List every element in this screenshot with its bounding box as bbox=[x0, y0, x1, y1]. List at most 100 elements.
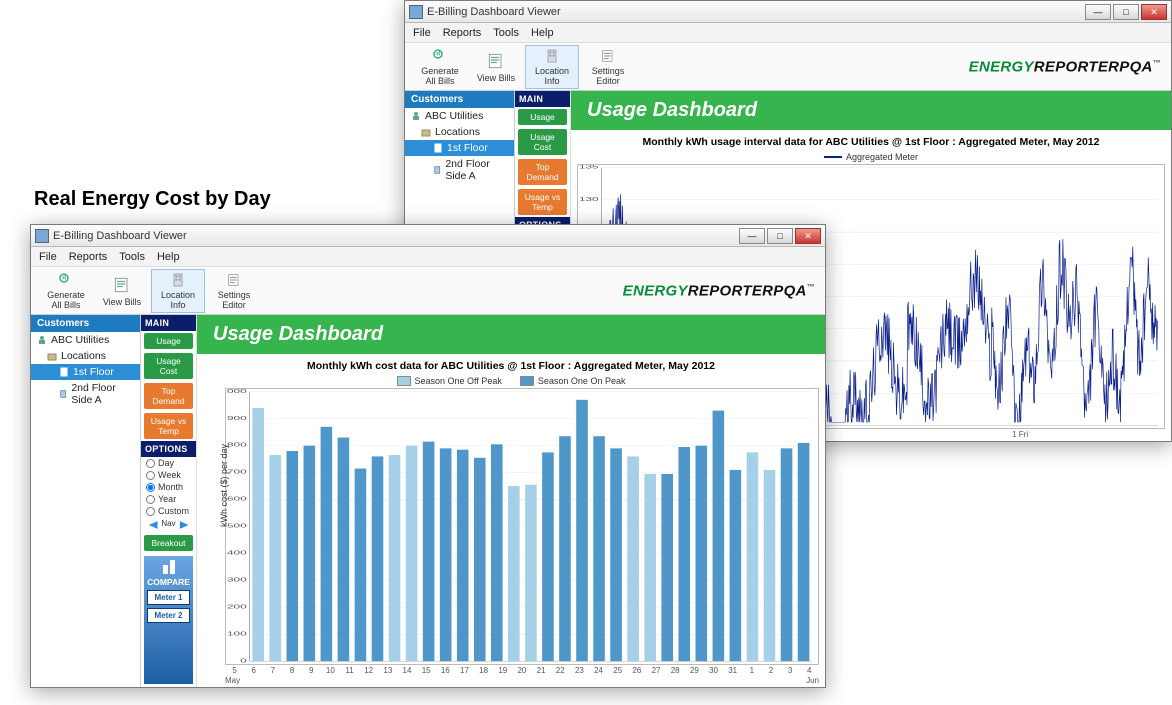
svg-text:300: 300 bbox=[227, 577, 247, 583]
radio-week[interactable]: Week bbox=[141, 469, 196, 481]
pill-top-demand[interactable]: Top Demand bbox=[144, 383, 193, 409]
tool-generate-bills[interactable]: Generate All Bills bbox=[413, 45, 467, 89]
svg-text:900: 900 bbox=[227, 415, 247, 421]
svg-text:200: 200 bbox=[227, 604, 247, 610]
options-panel: MAIN Usage Usage Cost Top Demand Usage v… bbox=[141, 315, 197, 687]
svg-text:0: 0 bbox=[240, 658, 247, 664]
tree-locations[interactable]: Locations bbox=[31, 348, 140, 364]
legend-off-peak: Season One Off Peak bbox=[397, 376, 502, 386]
maximize-button[interactable]: □ bbox=[767, 228, 793, 244]
radio-custom[interactable]: Custom bbox=[141, 505, 196, 517]
pill-top-demand[interactable]: Top Demand bbox=[518, 159, 567, 185]
sidebar-header: Customers bbox=[31, 315, 140, 332]
tree-loc-2nd-floor[interactable]: 2nd Floor Side A bbox=[31, 380, 140, 408]
tree-loc-1st-floor[interactable]: 1st Floor bbox=[31, 364, 140, 380]
minimize-button[interactable]: — bbox=[1085, 4, 1111, 20]
menu-tools[interactable]: Tools bbox=[119, 251, 145, 263]
maximize-button[interactable]: □ bbox=[1113, 4, 1139, 20]
close-button[interactable]: ✕ bbox=[1141, 4, 1167, 20]
pill-breakout[interactable]: Breakout bbox=[144, 535, 193, 551]
svg-text:400: 400 bbox=[227, 550, 247, 556]
radio-day[interactable]: Day bbox=[141, 457, 196, 469]
opt-head-main: MAIN bbox=[515, 91, 570, 107]
pill-usage-vs-temp[interactable]: Usage vs Temp bbox=[518, 189, 567, 215]
chart-legend: Season One Off Peak Season One On Peak bbox=[203, 376, 819, 386]
bar-plot: kWh cost ($) per day 0100200300400500600… bbox=[225, 388, 819, 665]
sidebar-header: Customers bbox=[405, 91, 514, 108]
window-controls: — □ ✕ bbox=[1085, 4, 1167, 20]
tool-settings-label: Settings Editor bbox=[584, 66, 632, 86]
svg-text:800: 800 bbox=[227, 442, 247, 448]
menu-reports[interactable]: Reports bbox=[443, 27, 482, 39]
tree-locations[interactable]: Locations bbox=[405, 124, 514, 140]
pill-usage[interactable]: Usage bbox=[518, 109, 567, 125]
tool-view-bills[interactable]: View Bills bbox=[469, 45, 523, 89]
tool-generate-label: Generate All Bills bbox=[47, 290, 85, 310]
menu-bar: File Reports Tools Help bbox=[31, 247, 825, 267]
x-axis-ticks: 5678910111213141516171819202122232425262… bbox=[225, 666, 819, 675]
nav-prev-icon[interactable] bbox=[146, 519, 161, 531]
menu-help[interactable]: Help bbox=[157, 251, 180, 263]
menu-reports[interactable]: Reports bbox=[69, 251, 108, 263]
chart-area-cost: Monthly kWh cost data for ABC Utilities … bbox=[197, 354, 825, 687]
minimize-button[interactable]: — bbox=[739, 228, 765, 244]
tool-settings-editor[interactable]: Settings Editor bbox=[581, 45, 635, 89]
tree-loc-2nd-floor[interactable]: 2nd Floor Side A bbox=[405, 156, 514, 184]
tool-location-info[interactable]: Location Info bbox=[525, 45, 579, 89]
caption-cost-by-day: Real Energy Cost by Day bbox=[34, 188, 271, 211]
window-title: E-Billing Dashboard Viewer bbox=[53, 230, 187, 242]
menu-file[interactable]: File bbox=[413, 27, 431, 39]
radio-year[interactable]: Year bbox=[141, 493, 196, 505]
svg-text:135: 135 bbox=[579, 165, 599, 170]
tool-settings-editor[interactable]: Settings Editor bbox=[207, 269, 261, 313]
pill-usage-cost[interactable]: Usage Cost bbox=[518, 129, 567, 155]
tool-settings-label: Settings Editor bbox=[210, 290, 258, 310]
customer-tree: ABC Utilities Locations 1st Floor 2nd Fl… bbox=[31, 332, 140, 408]
menu-file[interactable]: File bbox=[39, 251, 57, 263]
dashboard-banner: Usage Dashboard bbox=[197, 315, 825, 354]
radio-month[interactable]: Month bbox=[141, 481, 196, 493]
pill-usage[interactable]: Usage bbox=[144, 333, 193, 349]
tool-location-label: Location Info bbox=[154, 290, 202, 310]
app-icon bbox=[35, 229, 49, 243]
chart-title: Monthly kWh usage interval data for ABC … bbox=[577, 136, 1165, 148]
opt-head-main: MAIN bbox=[141, 315, 196, 331]
close-button[interactable]: ✕ bbox=[795, 228, 821, 244]
tool-view-label: View Bills bbox=[477, 73, 515, 83]
toolbar: Generate All Bills View Bills Location I… bbox=[405, 43, 1171, 91]
nav-label: Nav bbox=[161, 519, 175, 531]
pill-usage-cost[interactable]: Usage Cost bbox=[144, 353, 193, 379]
tree-customer[interactable]: ABC Utilities bbox=[31, 332, 140, 348]
tool-location-label: Location Info bbox=[528, 66, 576, 86]
dashboard-banner: Usage Dashboard bbox=[571, 91, 1171, 130]
pill-usage-vs-temp[interactable]: Usage vs Temp bbox=[144, 413, 193, 439]
app-icon bbox=[409, 5, 423, 19]
brand-logo: ENERGYREPORTERPQA™ bbox=[969, 58, 1161, 75]
compare-icon bbox=[160, 560, 178, 574]
x-axis-months: MayJun bbox=[225, 676, 819, 685]
title-bar: E-Billing Dashboard Viewer — □ ✕ bbox=[31, 225, 825, 247]
compare-meter-2[interactable]: Meter 2 bbox=[147, 608, 189, 623]
compare-meter-1[interactable]: Meter 1 bbox=[147, 590, 189, 605]
tool-location-info[interactable]: Location Info bbox=[151, 269, 205, 313]
legend-on-peak: Season One On Peak bbox=[520, 376, 626, 386]
nav-next-icon[interactable] bbox=[176, 519, 191, 531]
tree-loc-1st-floor[interactable]: 1st Floor bbox=[405, 140, 514, 156]
window-controls: — □ ✕ bbox=[739, 228, 821, 244]
tool-view-bills[interactable]: View Bills bbox=[95, 269, 149, 313]
svg-text:130: 130 bbox=[579, 196, 599, 202]
opt-head-options: OPTIONS bbox=[141, 441, 196, 457]
chart-legend: Aggregated Meter bbox=[577, 152, 1165, 162]
menu-tools[interactable]: Tools bbox=[493, 27, 519, 39]
compare-title: COMPARE bbox=[147, 577, 190, 587]
menu-help[interactable]: Help bbox=[531, 27, 554, 39]
tree-customer[interactable]: ABC Utilities bbox=[405, 108, 514, 124]
tool-view-label: View Bills bbox=[103, 297, 141, 307]
svg-text:500: 500 bbox=[227, 523, 247, 529]
tool-generate-label: Generate All Bills bbox=[421, 66, 459, 86]
svg-text:600: 600 bbox=[227, 496, 247, 502]
opt-nav: Nav bbox=[141, 517, 196, 533]
tool-generate-bills[interactable]: Generate All Bills bbox=[39, 269, 93, 313]
svg-text:1000: 1000 bbox=[226, 389, 247, 394]
svg-text:100: 100 bbox=[227, 631, 247, 637]
